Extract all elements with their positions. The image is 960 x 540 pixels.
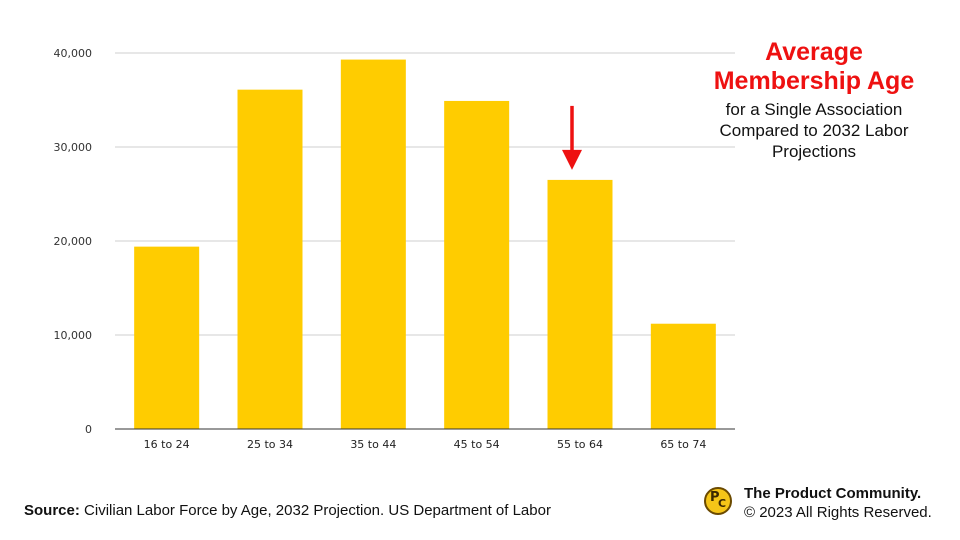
arrow-head	[562, 149, 582, 170]
source-label: Source:	[24, 502, 80, 519]
highlight-arrow	[562, 105, 582, 170]
chart-subtitle: for a Single Association Compared to 203…	[694, 99, 934, 162]
y-tick-label: 0	[85, 423, 92, 436]
x-axis-labels: 16 to 24 25 to 34 35 to 44 45 to 54 55 to 64…	[144, 438, 707, 451]
x-tick-label: 25 to 34	[247, 438, 293, 451]
chart-title-line-2: Membership Age	[713, 67, 915, 95]
chart-subtitle-line-1: for a Single Association	[725, 100, 903, 119]
chart-title-block: Average Membership Age for a Single Asso…	[694, 38, 934, 162]
x-tick-label: 35 to 44	[350, 438, 396, 451]
y-tick-label: 40,000	[54, 47, 93, 60]
gridlines	[115, 52, 735, 336]
y-tick-label: 30,000	[54, 141, 93, 154]
bar	[340, 59, 406, 430]
y-tick-label: 20,000	[54, 235, 93, 248]
brand-block: P C The Product Community. © 2023 All Ri…	[704, 484, 932, 522]
source-text: Civilian Labor Force by Age, 2032 Projec…	[79, 502, 551, 519]
logo-letter-c: C	[718, 497, 727, 510]
brand-name: The Product Community.	[744, 485, 922, 502]
bar	[134, 246, 200, 429]
source-note: Source: Civilian Labor Force by Age, 203…	[24, 502, 551, 519]
bar	[650, 323, 716, 429]
brand-text: The Product Community. © 2023 All Rights…	[744, 484, 932, 522]
chart-subtitle-line-2: Compared to 2032 Labor	[719, 121, 909, 140]
y-axis-ticks: 0 10,000 20,000 30,000 40,000	[54, 47, 93, 436]
bars	[134, 59, 716, 430]
bar	[547, 179, 613, 429]
chart-subtitle-line-3: Projections	[771, 142, 857, 161]
bar	[444, 100, 510, 429]
x-tick-label: 16 to 24	[144, 438, 190, 451]
bar	[237, 89, 303, 429]
x-tick-label: 55 to 64	[557, 438, 603, 451]
bar-chart: 0 10,000 20,000 30,000 40,000 16 to 24 25 to …	[54, 47, 735, 451]
pc-logo-icon: P C	[704, 487, 732, 515]
chart-title: Average Membership Age	[694, 38, 934, 96]
logo-letter-p: P	[710, 490, 720, 505]
x-tick-label: 65 to 74	[660, 438, 706, 451]
x-tick-label: 45 to 54	[454, 438, 500, 451]
copyright-text: © 2023 All Rights Reserved.	[744, 504, 932, 521]
chart-title-line-1: Average	[765, 38, 863, 66]
y-tick-label: 10,000	[54, 329, 93, 342]
